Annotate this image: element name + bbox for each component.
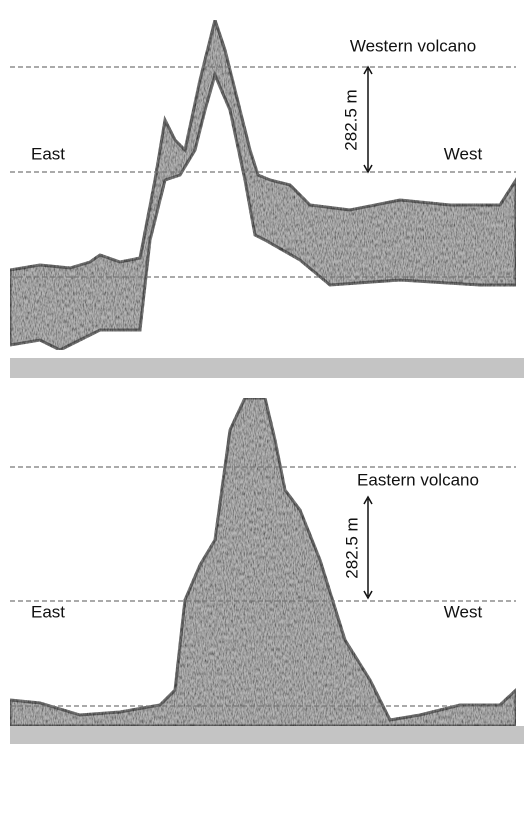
seafloor-bar [10, 726, 524, 744]
panel-eastern: Eastern volcano East West 282.5 m [8, 396, 524, 744]
right-label: West [444, 602, 483, 621]
scale-label: 282.5 m [342, 517, 361, 578]
left-label: East [31, 602, 65, 621]
right-label: West [444, 144, 483, 163]
panel-title: Eastern volcano [357, 470, 479, 489]
left-label: East [31, 144, 65, 163]
label-bg [316, 36, 512, 58]
scale-arrow [363, 495, 373, 600]
scale-arrow [363, 65, 373, 174]
echogram [8, 396, 518, 728]
echogram [8, 14, 518, 352]
panel-title: Western volcano [350, 36, 476, 55]
seafloor-bar [10, 358, 524, 378]
panel-western: Western volcano East West 282.5 m [8, 14, 524, 378]
scale-label: 282.5 m [341, 89, 360, 150]
label-bg [324, 470, 514, 492]
